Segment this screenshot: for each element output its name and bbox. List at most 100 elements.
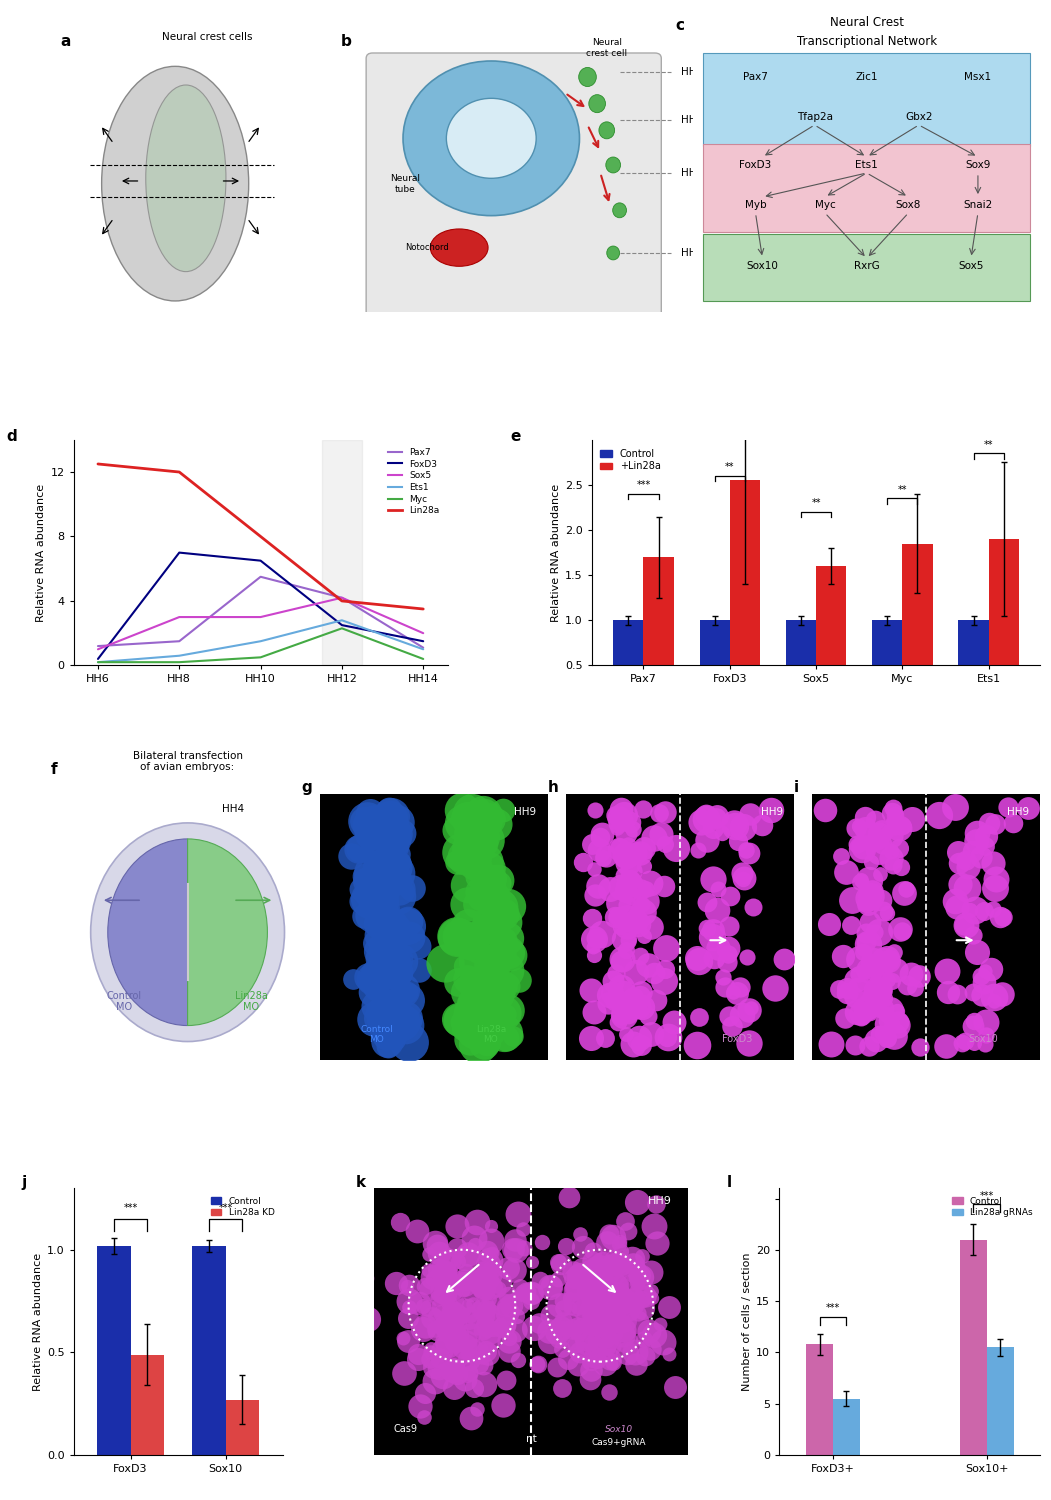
Point bbox=[618, 1308, 635, 1332]
Point bbox=[628, 1263, 645, 1287]
Point bbox=[605, 1322, 622, 1346]
Point bbox=[445, 1299, 461, 1323]
Point bbox=[623, 1290, 640, 1314]
Point bbox=[868, 1028, 885, 1051]
Point bbox=[861, 1000, 878, 1024]
Point bbox=[453, 840, 470, 864]
Point bbox=[604, 969, 621, 993]
Point bbox=[627, 909, 644, 933]
Point bbox=[469, 1032, 486, 1056]
Point bbox=[469, 950, 486, 974]
Point bbox=[871, 822, 888, 846]
Point bbox=[478, 867, 495, 891]
FancyBboxPatch shape bbox=[366, 53, 661, 316]
Point bbox=[473, 980, 490, 1004]
Y-axis label: Relative RNA abundance: Relative RNA abundance bbox=[36, 483, 46, 621]
Point bbox=[384, 936, 400, 960]
Point bbox=[619, 906, 636, 930]
Point bbox=[578, 1314, 595, 1338]
Lin28a bbox=[254, 528, 267, 546]
Point bbox=[585, 927, 602, 951]
Point bbox=[642, 1260, 659, 1284]
Point bbox=[363, 896, 379, 920]
Myc bbox=[173, 652, 186, 670]
Point bbox=[448, 924, 465, 948]
Point bbox=[455, 1334, 472, 1358]
Point bbox=[975, 898, 992, 922]
Point bbox=[572, 1222, 589, 1246]
Point bbox=[939, 958, 955, 982]
Point bbox=[574, 1298, 591, 1322]
Text: Lin28a
MO: Lin28a MO bbox=[235, 990, 268, 1012]
Point bbox=[691, 950, 707, 974]
Point bbox=[600, 984, 617, 1008]
Point bbox=[466, 1019, 482, 1042]
Point bbox=[628, 1352, 645, 1376]
Text: nt: nt bbox=[526, 1434, 536, 1444]
Point bbox=[960, 855, 976, 879]
Lin28a bbox=[91, 454, 104, 472]
Line: Myc: Myc bbox=[98, 628, 424, 662]
Point bbox=[384, 912, 400, 936]
Point bbox=[899, 974, 915, 998]
Point bbox=[645, 827, 662, 850]
Point bbox=[860, 885, 877, 909]
Point bbox=[595, 1268, 612, 1292]
Text: ***: *** bbox=[219, 1203, 232, 1214]
Point bbox=[611, 837, 627, 861]
Point bbox=[438, 1330, 455, 1354]
Point bbox=[379, 880, 396, 904]
Point bbox=[359, 1306, 376, 1330]
Point bbox=[850, 946, 867, 970]
Lin28a bbox=[335, 592, 348, 610]
Point bbox=[508, 1238, 524, 1262]
Point bbox=[570, 1294, 586, 1318]
Point bbox=[844, 888, 861, 912]
Bar bbox=[729, 480, 760, 711]
Point bbox=[450, 1302, 467, 1326]
Point bbox=[373, 998, 390, 1022]
Point bbox=[490, 868, 507, 892]
Point bbox=[708, 898, 725, 922]
Lin28a bbox=[417, 600, 430, 618]
Point bbox=[872, 888, 889, 912]
Point bbox=[986, 988, 1003, 1012]
Point bbox=[597, 844, 614, 868]
Point bbox=[382, 1013, 398, 1036]
Point bbox=[830, 976, 847, 1000]
Point bbox=[400, 1288, 417, 1312]
Point bbox=[624, 994, 641, 1018]
Ellipse shape bbox=[90, 824, 285, 1041]
Y-axis label: Relative RNA abundance: Relative RNA abundance bbox=[551, 483, 560, 621]
Point bbox=[634, 1287, 651, 1311]
Ellipse shape bbox=[589, 94, 605, 112]
Text: c: c bbox=[676, 18, 684, 33]
Point bbox=[479, 1020, 496, 1044]
Point bbox=[619, 892, 636, 916]
Pax7 bbox=[254, 568, 267, 586]
Point bbox=[874, 946, 891, 970]
Point bbox=[610, 812, 626, 836]
Point bbox=[393, 978, 410, 1002]
Text: Transcriptional Network: Transcriptional Network bbox=[797, 34, 936, 48]
Point bbox=[606, 804, 623, 828]
Point bbox=[476, 980, 493, 1004]
FoxD3 bbox=[335, 616, 348, 634]
Point bbox=[883, 969, 900, 993]
Point bbox=[632, 1263, 648, 1287]
Point bbox=[618, 821, 635, 844]
Point bbox=[550, 1268, 566, 1292]
Point bbox=[583, 1312, 600, 1336]
Point bbox=[600, 1335, 617, 1359]
Point bbox=[627, 842, 644, 866]
Text: f: f bbox=[50, 762, 58, 777]
Point bbox=[410, 1290, 427, 1314]
Point bbox=[959, 876, 975, 900]
Myc bbox=[335, 620, 348, 638]
Point bbox=[614, 1286, 631, 1310]
Point bbox=[972, 964, 989, 988]
Point bbox=[879, 1013, 895, 1036]
Point bbox=[582, 1359, 599, 1383]
Point bbox=[445, 1310, 461, 1334]
Point bbox=[428, 1318, 445, 1342]
